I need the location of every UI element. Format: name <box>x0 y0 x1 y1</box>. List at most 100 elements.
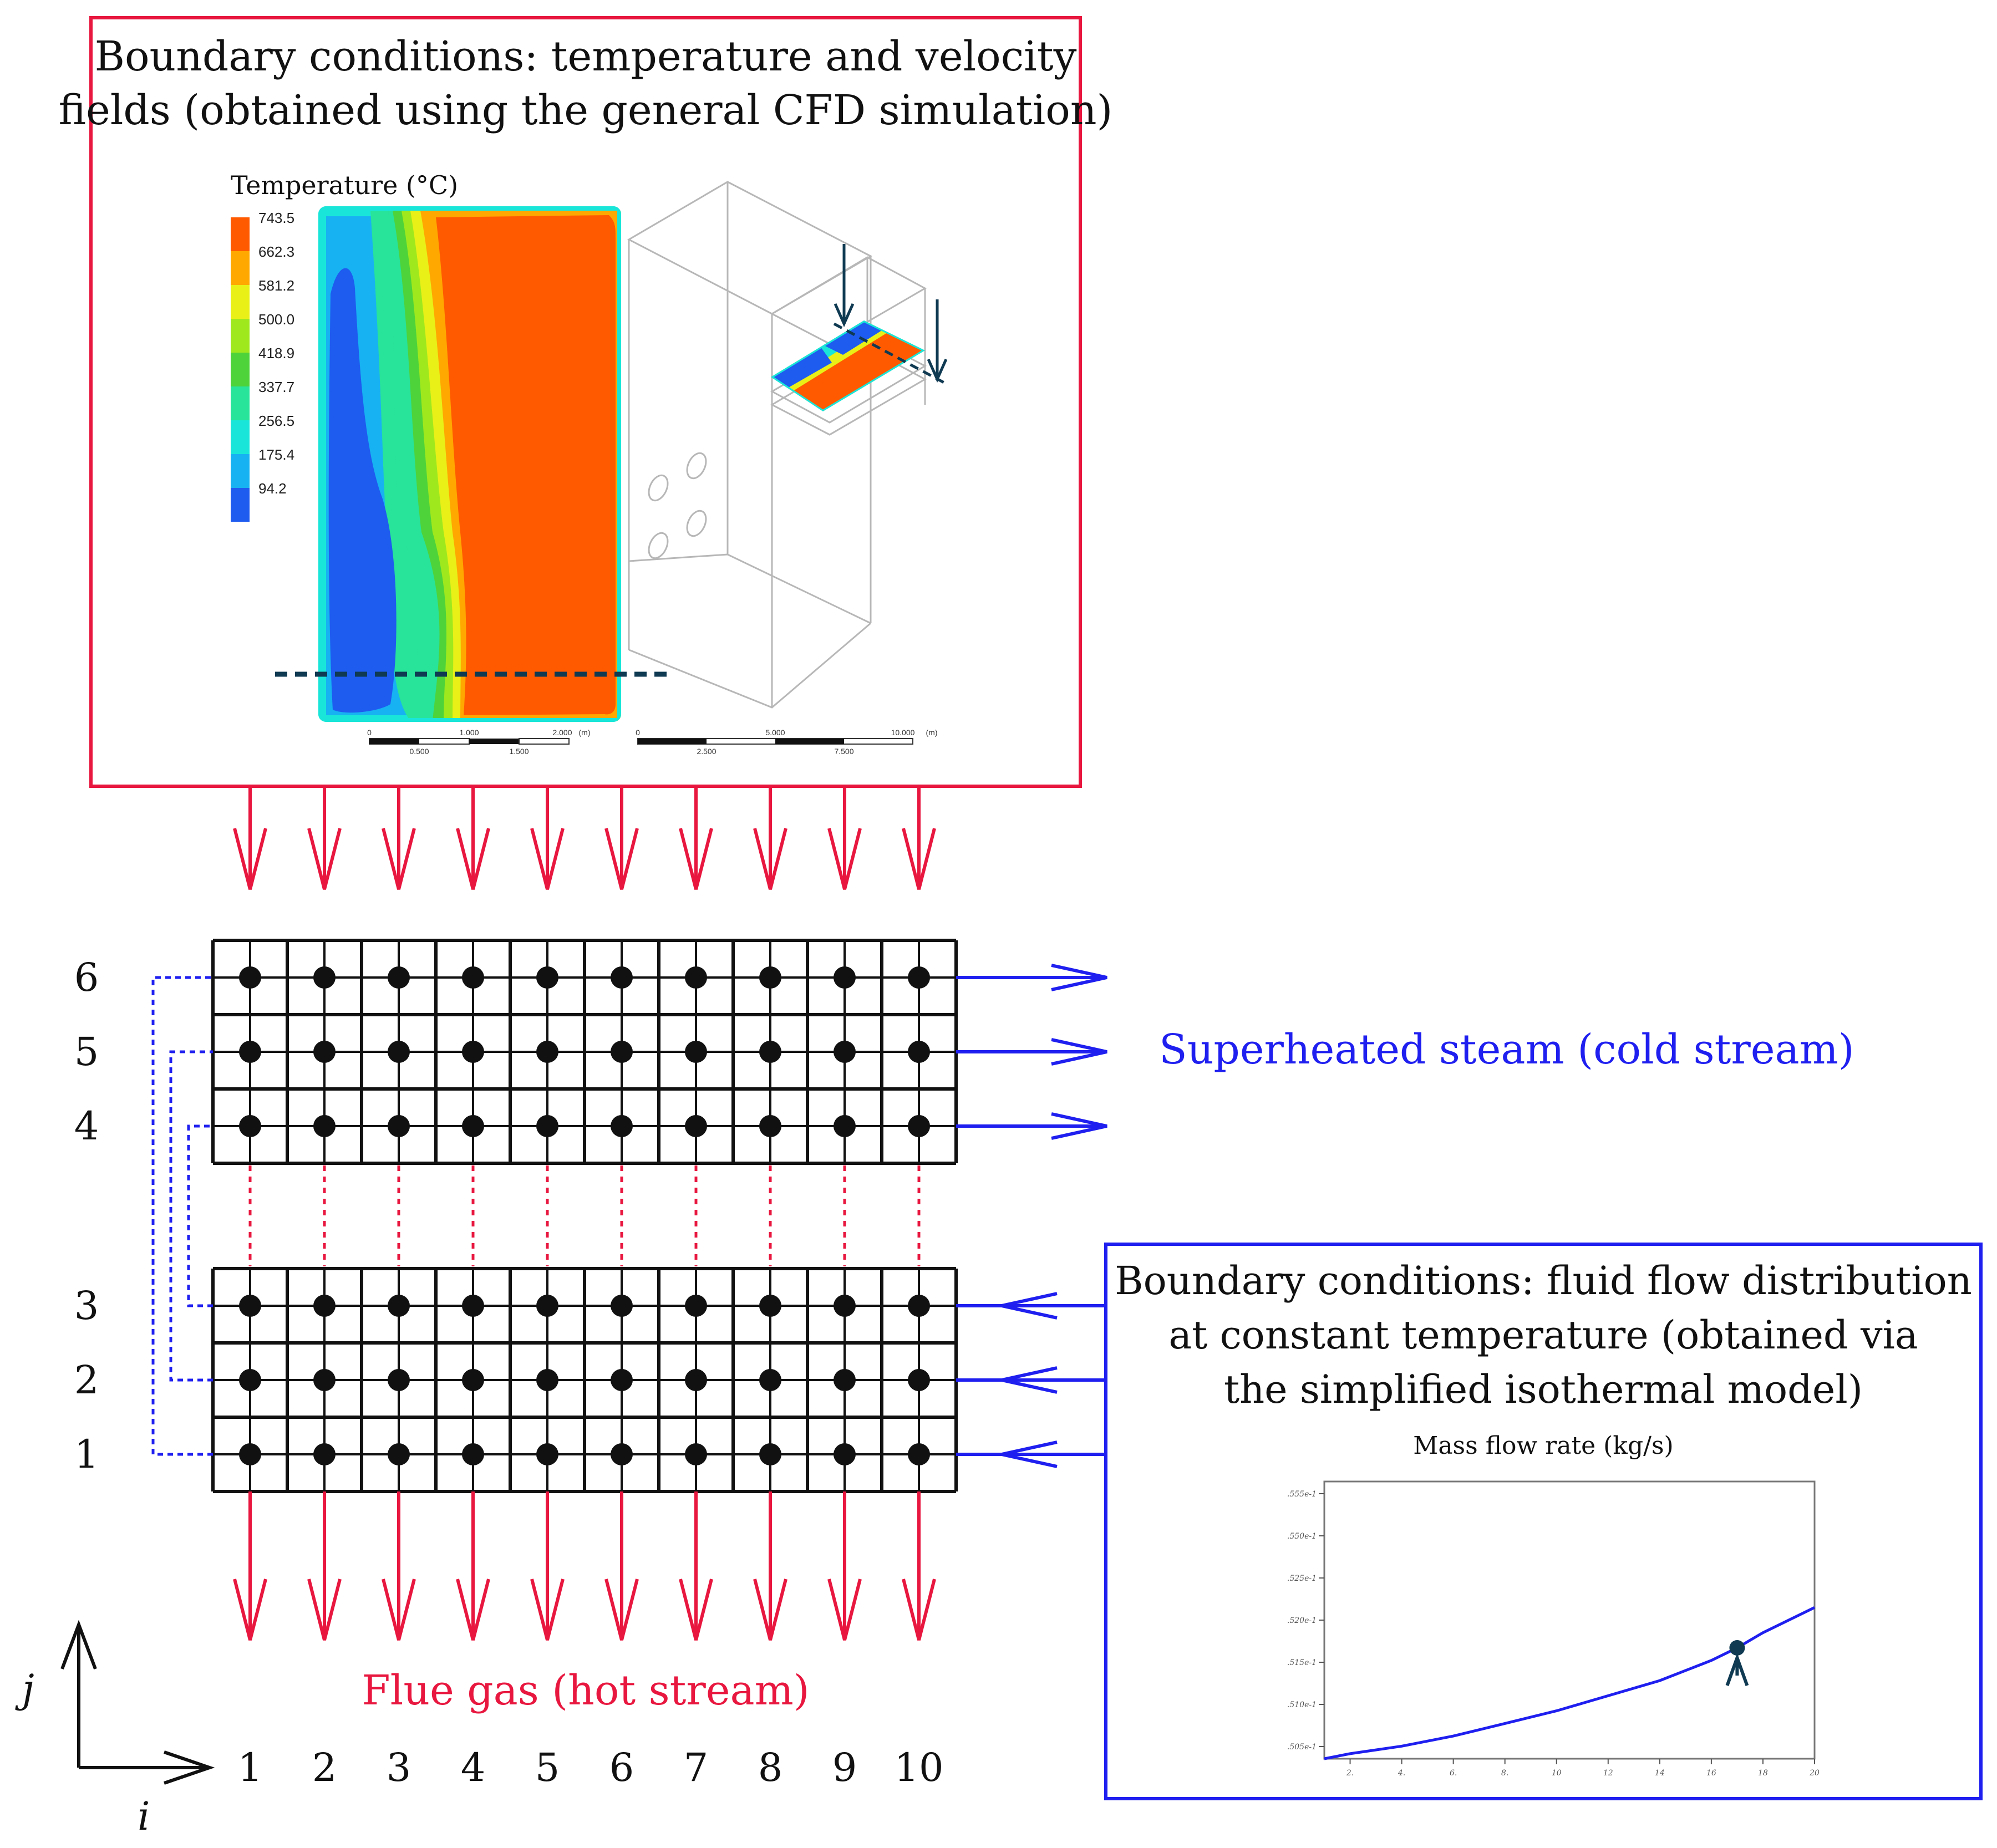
svg-text:2.000: 2.000 <box>552 728 572 737</box>
legend-value-label: 743.5 <box>258 210 294 226</box>
grid-node <box>908 1041 930 1063</box>
column-label: 2 <box>312 1745 337 1790</box>
flue-gas-arrow-head <box>233 828 267 890</box>
x-axis-tick-label: 8. <box>1501 1769 1508 1778</box>
grid-node <box>313 1369 336 1391</box>
isothermal-panel-title-line3: the simplified isothermal model) <box>1224 1367 1863 1412</box>
flue-gas-arrow-head <box>456 828 490 890</box>
legend-color-swatch <box>231 386 250 420</box>
grid-node <box>388 1369 410 1391</box>
grid-node <box>388 1041 410 1063</box>
grid-node <box>611 1041 633 1063</box>
y-axis-tick-label: .555e-1 <box>1287 1490 1317 1499</box>
grid-node <box>313 1295 336 1317</box>
column-label: 1 <box>238 1745 263 1790</box>
grid-node <box>834 1369 856 1391</box>
legend-color-swatch <box>231 319 250 353</box>
grid-node <box>388 966 410 989</box>
grid-node <box>239 1443 261 1465</box>
column-label: 9 <box>832 1745 857 1790</box>
grid-node <box>611 966 633 989</box>
grid-node <box>388 1115 410 1137</box>
grid-node <box>834 1041 856 1063</box>
svg-text:10.000: 10.000 <box>891 728 915 737</box>
grid-node <box>239 1041 261 1063</box>
grid-node <box>313 1041 336 1063</box>
grid-node <box>759 1443 781 1465</box>
column-label: 7 <box>684 1745 709 1790</box>
svg-text:7.500: 7.500 <box>834 747 853 756</box>
grid-node <box>685 1369 707 1391</box>
legend-value-label: 175.4 <box>258 446 294 463</box>
grid-node <box>536 1443 558 1465</box>
boiler-temperature-slice <box>771 320 925 411</box>
grid-node <box>239 1369 261 1391</box>
grid-node <box>313 966 336 989</box>
grid-node <box>685 1041 707 1063</box>
grid-node <box>685 1115 707 1137</box>
cfd-panel-title-line1: Boundary conditions: temperature and vel… <box>95 33 1077 80</box>
grid-node <box>759 1115 781 1137</box>
grid-node <box>462 1041 484 1063</box>
x-axis-tick-label: 20 <box>1809 1769 1820 1778</box>
flue-gas-arrow-head <box>307 828 342 890</box>
flue-gas-arrow-head <box>902 1579 936 1641</box>
temperature-color-legend: 743.5 662.3 581.2 500.0 418.9 337.7 256.5 175.4… <box>231 210 294 522</box>
svg-text:0: 0 <box>636 728 640 737</box>
column-label: 3 <box>387 1745 411 1790</box>
grid-node <box>834 966 856 989</box>
y-axis-tick-label: .525e-1 <box>1287 1574 1317 1583</box>
axis-i-label: i <box>138 1794 150 1839</box>
row-index-labels: 6 5 4 3 2 1 <box>74 955 99 1477</box>
legend-value-label: 662.3 <box>258 243 294 260</box>
grid-node <box>908 1115 930 1137</box>
flue-gas-arrow-head <box>679 1579 713 1641</box>
hot-stream-label: Flue gas (hot stream) <box>362 1667 809 1714</box>
x-axis-tick-label: 12 <box>1603 1769 1613 1778</box>
grid-node <box>462 1115 484 1137</box>
column-label: 5 <box>535 1745 560 1790</box>
legend-value-label: 418.9 <box>258 345 294 362</box>
legend-color-swatch <box>231 251 250 285</box>
legend-color-swatch <box>231 285 250 319</box>
grid-node <box>759 1295 781 1317</box>
isothermal-panel-title-line2: at constant temperature (obtained via <box>1168 1312 1918 1358</box>
grid-node <box>834 1115 856 1137</box>
column-label: 8 <box>758 1745 783 1790</box>
grid-node <box>239 966 261 989</box>
y-axis-tick-label: .510e-1 <box>1287 1701 1317 1709</box>
legend-value-label: 500.0 <box>258 311 294 328</box>
x-axis-tick-label: 14 <box>1655 1769 1665 1778</box>
grid-node <box>239 1115 261 1137</box>
mass-flow-plot-title: Mass flow rate (kg/s) <box>1413 1432 1673 1460</box>
x-axis-tick-label: 4. <box>1398 1769 1405 1778</box>
flue-gas-arrow-head <box>753 828 787 890</box>
row-label: 5 <box>74 1029 99 1075</box>
steam-outlet-arrow-head <box>1051 964 1107 991</box>
scale-bar-left: 0 1.000 2.000 (m) 0.500 1.500 <box>367 728 590 756</box>
legend-color-swatch <box>231 488 250 522</box>
svg-text:(m): (m) <box>579 728 591 737</box>
grid-node <box>462 1369 484 1391</box>
grid-node <box>462 1295 484 1317</box>
svg-text:0: 0 <box>367 728 372 737</box>
flue-gas-arrow-head <box>679 828 713 890</box>
y-axis-tick-label: .550e-1 <box>1287 1532 1317 1541</box>
mass-flow-rate-chart: .555e-1 .550e-1 .525e-1 .520e-1 .515e-1 .510e… <box>1287 1480 1820 1778</box>
row-label: 3 <box>74 1283 99 1328</box>
grid-node <box>759 966 781 989</box>
row-label: 2 <box>74 1357 99 1403</box>
row-label: 4 <box>74 1103 99 1149</box>
row-label: 6 <box>74 955 99 1000</box>
scale-bar-right: 0 5.000 10.000 (m) 2.500 7.500 <box>636 728 937 756</box>
grid-node <box>239 1295 261 1317</box>
y-axis-tick-label: .505e-1 <box>1287 1743 1317 1752</box>
flue-gas-arrow-head <box>827 828 862 890</box>
x-axis-tick-label: 2. <box>1346 1769 1354 1778</box>
steam-inlet-arrow-head <box>1001 1440 1058 1468</box>
grid-node <box>611 1115 633 1137</box>
flue-gas-arrow-head <box>382 828 416 890</box>
chart-plot-area <box>1323 1480 1816 1760</box>
cfd-panel-title-line2: fields (obtained using the general CFD s… <box>59 86 1113 134</box>
grid-node <box>313 1115 336 1137</box>
